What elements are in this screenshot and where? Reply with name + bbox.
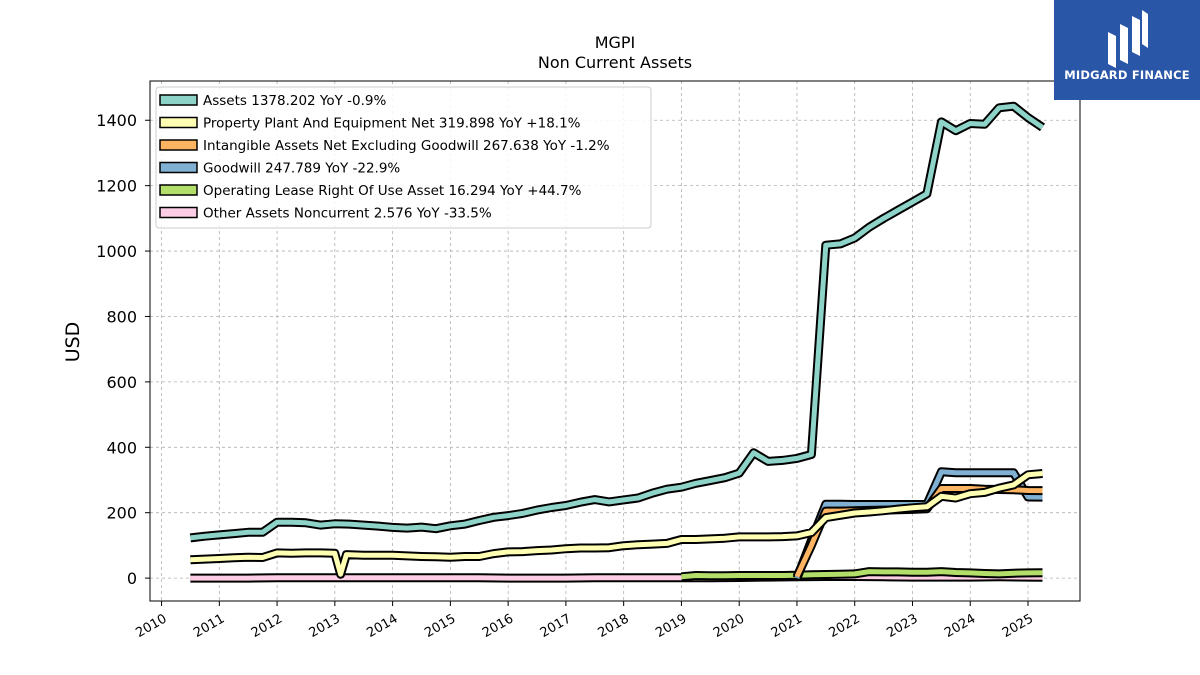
legend-swatch-goodwill: [159, 161, 198, 174]
y-tick-label: 1000: [96, 242, 137, 261]
legend-swatch-intangible-assets-net-excluding-goodwill: [159, 139, 198, 151]
legend-label-assets: Assets 1378.202 YoY -0.9%: [203, 93, 387, 109]
x-tick-label: 2021: [769, 611, 805, 641]
x-tick-label: 2017: [538, 611, 574, 641]
x-tick-label: 2011: [191, 611, 227, 641]
x-tick-label: 2013: [307, 611, 343, 641]
x-tick-label: 2015: [422, 611, 458, 641]
legend-label-goodwill: Goodwill 247.789 YoY -22.9%: [203, 161, 400, 177]
x-tick-label: 2010: [133, 611, 169, 641]
plot-frame: [149, 80, 1081, 602]
brand-logo: MIDGARD FINANCE: [1054, 0, 1200, 100]
y-tick-label: 0: [127, 569, 137, 588]
legend-label-intangible-assets-net-excluding-goodwill: Intangible Assets Net Excluding Goodwill…: [203, 138, 610, 154]
y-tick-label: 400: [106, 438, 137, 457]
x-tick-label: 2018: [596, 611, 632, 641]
legend-label-other-assets-noncurrent: Other Assets Noncurrent 2.576 YoY -33.5%: [203, 206, 492, 222]
y-tick-label: 600: [106, 373, 137, 392]
legend-swatch-property-plant-and-equipment-net: [159, 116, 198, 129]
x-tick-label: 2016: [480, 611, 516, 641]
y-axis-label: USD: [62, 322, 84, 363]
legend: Assets 1378.202 YoY -0.9% Property Plant …: [155, 86, 652, 229]
chart-subtitle: Non Current Assets: [538, 53, 692, 72]
logo-mark-icon: [1108, 10, 1148, 68]
x-tick-label: 2012: [249, 611, 285, 641]
series-line-assets: [190, 103, 1044, 541]
legend-swatch-assets: [159, 94, 198, 106]
legend-label-property-plant-and-equipment-net: Property Plant And Equipment Net 319.898…: [203, 116, 581, 132]
chart-title: MGPI: [595, 33, 636, 52]
legend-label-operating-lease-right-of-use-asset: Operating Lease Right Of Use Asset 16.29…: [203, 183, 582, 199]
y-tick-label: 200: [106, 504, 137, 523]
legend-swatch-operating-lease-right-of-use-asset: [159, 184, 198, 196]
x-tick-label: 2020: [711, 611, 747, 641]
y-tick-label: 1400: [96, 111, 137, 130]
legend-swatch-other-assets-noncurrent: [159, 206, 198, 219]
series-lines: [189, 101, 1046, 583]
x-tick-label: 2025: [1000, 611, 1036, 641]
series-line-other-assets-noncurrent: [190, 574, 1043, 581]
y-tick-label: 800: [106, 307, 137, 326]
legend-box: [155, 86, 652, 229]
x-tick-label: 2019: [653, 611, 689, 641]
series-line-property-plant-and-equipment-net: [190, 471, 1043, 577]
x-tick-label: 2024: [942, 611, 978, 641]
y-tick-label: 1200: [96, 177, 137, 196]
x-tick-label: 2023: [884, 611, 920, 641]
x-tick-label: 2022: [827, 611, 863, 641]
series-line-operating-lease-right-of-use-asset: [681, 569, 1043, 580]
logo-text: MIDGARD FINANCE: [1064, 68, 1190, 82]
x-tick-label: 2014: [364, 611, 400, 641]
